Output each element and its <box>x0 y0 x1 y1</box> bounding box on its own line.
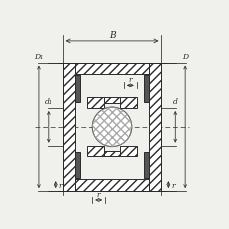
Polygon shape <box>75 179 148 191</box>
Text: d₁: d₁ <box>45 98 52 106</box>
Polygon shape <box>119 146 136 157</box>
Polygon shape <box>119 98 136 109</box>
Polygon shape <box>75 76 80 103</box>
Text: r: r <box>58 181 62 189</box>
Polygon shape <box>75 152 80 178</box>
Polygon shape <box>75 63 148 75</box>
Polygon shape <box>143 152 148 178</box>
Text: D₁: D₁ <box>34 52 43 60</box>
Polygon shape <box>104 151 119 157</box>
Text: r: r <box>128 76 131 84</box>
Polygon shape <box>62 63 75 191</box>
Circle shape <box>92 108 131 147</box>
Polygon shape <box>143 76 148 103</box>
Text: B: B <box>108 31 115 40</box>
Text: r: r <box>96 190 100 198</box>
Text: d: d <box>172 98 177 106</box>
Polygon shape <box>104 98 119 104</box>
Polygon shape <box>87 98 104 109</box>
Polygon shape <box>148 63 161 191</box>
Text: r: r <box>171 181 174 189</box>
Polygon shape <box>87 146 104 157</box>
Text: D: D <box>181 52 187 60</box>
